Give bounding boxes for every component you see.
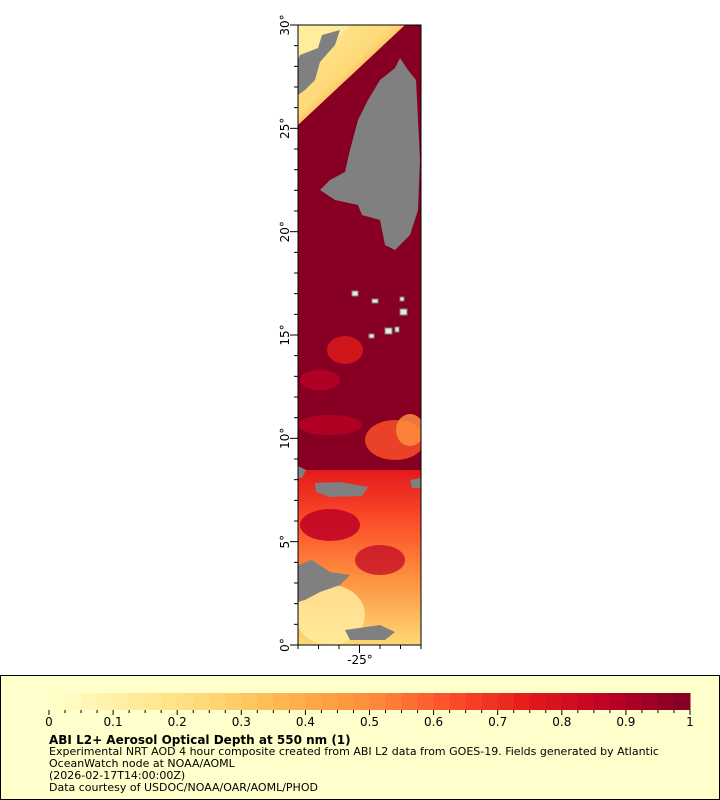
colorbar-swatch	[225, 693, 242, 710]
aod-map	[298, 25, 421, 645]
colorbar-swatch	[641, 693, 659, 710]
colorbar-swatch	[241, 693, 258, 710]
aod-patch	[355, 545, 405, 575]
lon-label: -25°	[347, 653, 373, 667]
colorbar-swatch	[97, 693, 114, 710]
colorbar-swatch	[337, 693, 354, 710]
colorbar-swatch	[529, 693, 547, 710]
colorbar-swatch	[465, 693, 483, 710]
colorbar-tick-label: 0.7	[488, 715, 507, 726]
aod-patch	[327, 336, 363, 364]
colorbar-tick-label: 1	[686, 715, 694, 726]
colorbar-swatch	[433, 693, 451, 710]
colorbar-swatch	[321, 693, 338, 710]
colorbar-swatch	[81, 693, 98, 710]
colorbar-swatch	[577, 693, 595, 710]
colorbar-swatch	[417, 693, 435, 710]
colorbar-swatch	[561, 693, 579, 710]
no-data-land	[298, 30, 421, 640]
aod-patch	[300, 509, 360, 541]
colorbar-tick-label: 0.9	[616, 715, 635, 726]
legend-description: Experimental NRT AOD 4 hour composite cr…	[49, 745, 659, 758]
colorbar-swatch	[545, 693, 563, 710]
map-figure: 0° 5° 10° 15° 20° 25° 30° -25°	[278, 14, 422, 667]
colorbar-swatch	[369, 693, 387, 710]
colorbar-swatch	[481, 693, 499, 710]
aod-patch	[298, 415, 362, 435]
colorbar: 0 0.1 0.2 0.3 0.4 0.5 0.6 0.7 0.8 0.9 1	[45, 693, 694, 726]
colorbar-swatch	[513, 693, 531, 710]
colorbar-swatch	[65, 693, 82, 710]
colorbar-swatch	[161, 693, 178, 710]
colorbar-swatch	[177, 693, 194, 710]
lat-label: 25°	[278, 118, 292, 139]
colorbar-swatch	[449, 693, 467, 710]
colorbar-tick-label: 0.2	[168, 715, 187, 726]
colorbar-swatch	[353, 693, 370, 710]
colorbar-swatch	[401, 693, 419, 710]
colorbar-tick-label: 0.4	[296, 715, 315, 726]
colorbar-swatch	[257, 693, 274, 710]
colorbar-swatch	[385, 693, 403, 710]
legend-time: (2026-02-17T14:00:00Z)	[49, 769, 186, 782]
aod-patch	[396, 414, 421, 446]
colorbar-tick-label: 0.3	[232, 715, 251, 726]
colorbar-swatch	[145, 693, 162, 710]
colorbar-tick-label: 0.1	[104, 715, 123, 726]
colorbar-swatch	[625, 693, 643, 710]
colorbar-tick-label: 0.8	[552, 715, 571, 726]
colorbar-swatch	[289, 693, 306, 710]
legend-panel: 0 0.1 0.2 0.3 0.4 0.5 0.6 0.7 0.8 0.9 1 ABI L2+ Ae…	[0, 675, 720, 800]
colorbar-swatch	[129, 693, 146, 710]
lat-label: 30°	[278, 14, 292, 35]
colorbar-swatch	[193, 693, 210, 710]
colorbar-swatch	[113, 693, 130, 710]
colorbar-tick-label: 0	[45, 715, 53, 726]
lat-label: 10°	[278, 428, 292, 449]
colorbar-swatch	[209, 693, 226, 710]
colorbar-swatch	[609, 693, 627, 710]
map-axes	[290, 24, 422, 653]
colorbar-swatch	[673, 693, 691, 710]
lat-label: 15°	[278, 324, 292, 345]
legend-title: ABI L2+ Aerosol Optical Depth at 550 nm …	[49, 733, 351, 747]
colorbar-tick-label: 0.6	[424, 715, 443, 726]
legend-credit: Data courtesy of USDOC/NOAA/OAR/AOML/PHO…	[49, 781, 318, 794]
aod-patch	[300, 370, 340, 390]
colorbar-swatch	[305, 693, 322, 710]
colorbar-tick-label: 0.5	[360, 715, 379, 726]
legend-description-cont: OceanWatch node at NOAA/AOML	[49, 757, 235, 770]
colorbar-swatch	[593, 693, 611, 710]
colorbar-swatch	[497, 693, 515, 710]
lat-label: 0°	[278, 638, 292, 652]
islands	[351, 290, 408, 339]
lat-label: 20°	[278, 221, 292, 242]
colorbar-swatch	[273, 693, 290, 710]
colorbar-swatch	[49, 693, 66, 710]
colorbar-swatch	[657, 693, 675, 710]
lat-label: 5°	[278, 535, 292, 549]
